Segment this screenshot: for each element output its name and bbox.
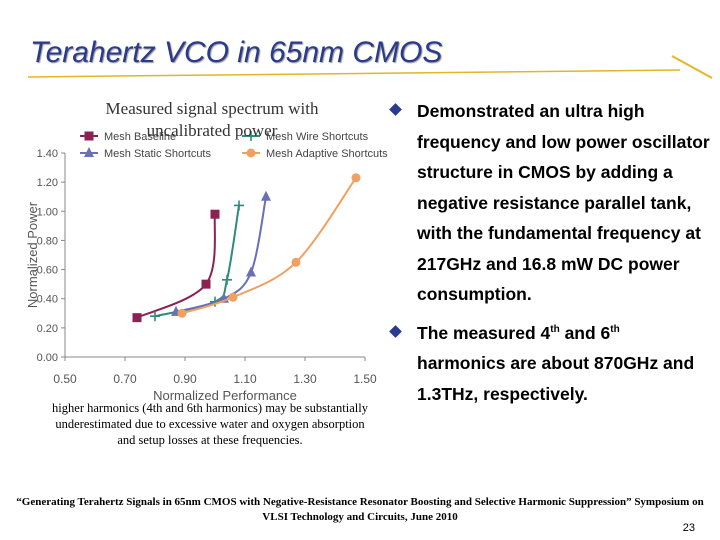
bullet-text-part: harmonics are about 870GHz and 1.3THz, r… xyxy=(417,353,695,404)
data-point-circle xyxy=(246,148,256,158)
series-line xyxy=(181,177,357,315)
series-line xyxy=(175,196,267,313)
data-point-square xyxy=(132,313,142,323)
bullet-list: Demonstrated an ultra high frequency and… xyxy=(385,96,710,409)
x-tick-label: 0.50 xyxy=(53,372,77,386)
slide-title: Terahertz VCO in 65nm CMOS xyxy=(30,36,443,69)
data-point-square xyxy=(84,131,94,141)
data-point-circle xyxy=(228,292,238,302)
y-tick-label: 0.60 xyxy=(37,265,58,277)
x-tick-label: 0.90 xyxy=(173,372,197,386)
data-point-circle xyxy=(351,173,361,183)
x-tick-label: 1.10 xyxy=(233,372,257,386)
x-tick-label: 1.50 xyxy=(353,372,377,386)
y-tick-label: 1.40 xyxy=(37,148,58,160)
diamond-bullet-icon xyxy=(389,324,402,338)
superscript: th xyxy=(610,323,620,335)
data-point-square xyxy=(210,209,220,219)
legend-label: Mesh Adaptive Shortcuts xyxy=(266,148,388,160)
reference-citation: “Generating Terahertz Signals in 65nm CM… xyxy=(16,496,704,523)
legend-label: Mesh Baseline xyxy=(104,131,176,143)
y-tick-label: 0.20 xyxy=(37,323,58,335)
y-tick-label: 0.00 xyxy=(37,352,58,364)
data-point-plus xyxy=(246,131,256,141)
x-tick-label: 0.70 xyxy=(113,372,137,386)
legend-label: Mesh Static Shortcuts xyxy=(104,148,211,160)
series-line xyxy=(136,214,216,319)
data-point-square xyxy=(201,279,211,289)
y-tick-label: 0.80 xyxy=(37,235,58,247)
y-tick-label: 1.20 xyxy=(37,177,58,189)
page-number: 23 xyxy=(682,522,695,534)
title-underline xyxy=(27,55,713,79)
bullet-text-part: The measured 4 xyxy=(417,322,551,343)
x-tick-label: 1.30 xyxy=(293,372,317,386)
data-point-circle xyxy=(177,308,187,318)
y-axis-label: Normalized Power xyxy=(25,201,40,308)
superscript: th xyxy=(550,323,560,335)
x-axis-label: Normalized Performance xyxy=(153,388,297,403)
legend-label: Mesh Wire Shortcuts xyxy=(266,131,369,143)
chart-footnote: higher harmonics (4th and 6th harmonics)… xyxy=(52,401,368,447)
bullet-item: The measured 4th and 6th harmonics are a… xyxy=(385,318,710,410)
data-point-triangle xyxy=(246,266,256,277)
chart-caption: Measured signal spectrum with uncalibrat… xyxy=(105,99,319,140)
data-point-circle xyxy=(291,257,301,267)
y-tick-label: 0.40 xyxy=(37,294,58,306)
diamond-bullet-icon xyxy=(389,103,402,116)
data-point-plus xyxy=(222,274,232,285)
data-point-plus xyxy=(150,311,160,322)
data-point-triangle xyxy=(261,190,271,201)
bullet-text: Demonstrated an ultra high frequency and… xyxy=(417,101,710,304)
bullet-item: Demonstrated an ultra high frequency and… xyxy=(385,96,710,310)
data-point-triangle xyxy=(84,147,94,157)
bullet-text-part: and 6 xyxy=(559,322,611,343)
data-point-plus xyxy=(234,200,244,211)
y-tick-label: 1.00 xyxy=(37,206,58,218)
